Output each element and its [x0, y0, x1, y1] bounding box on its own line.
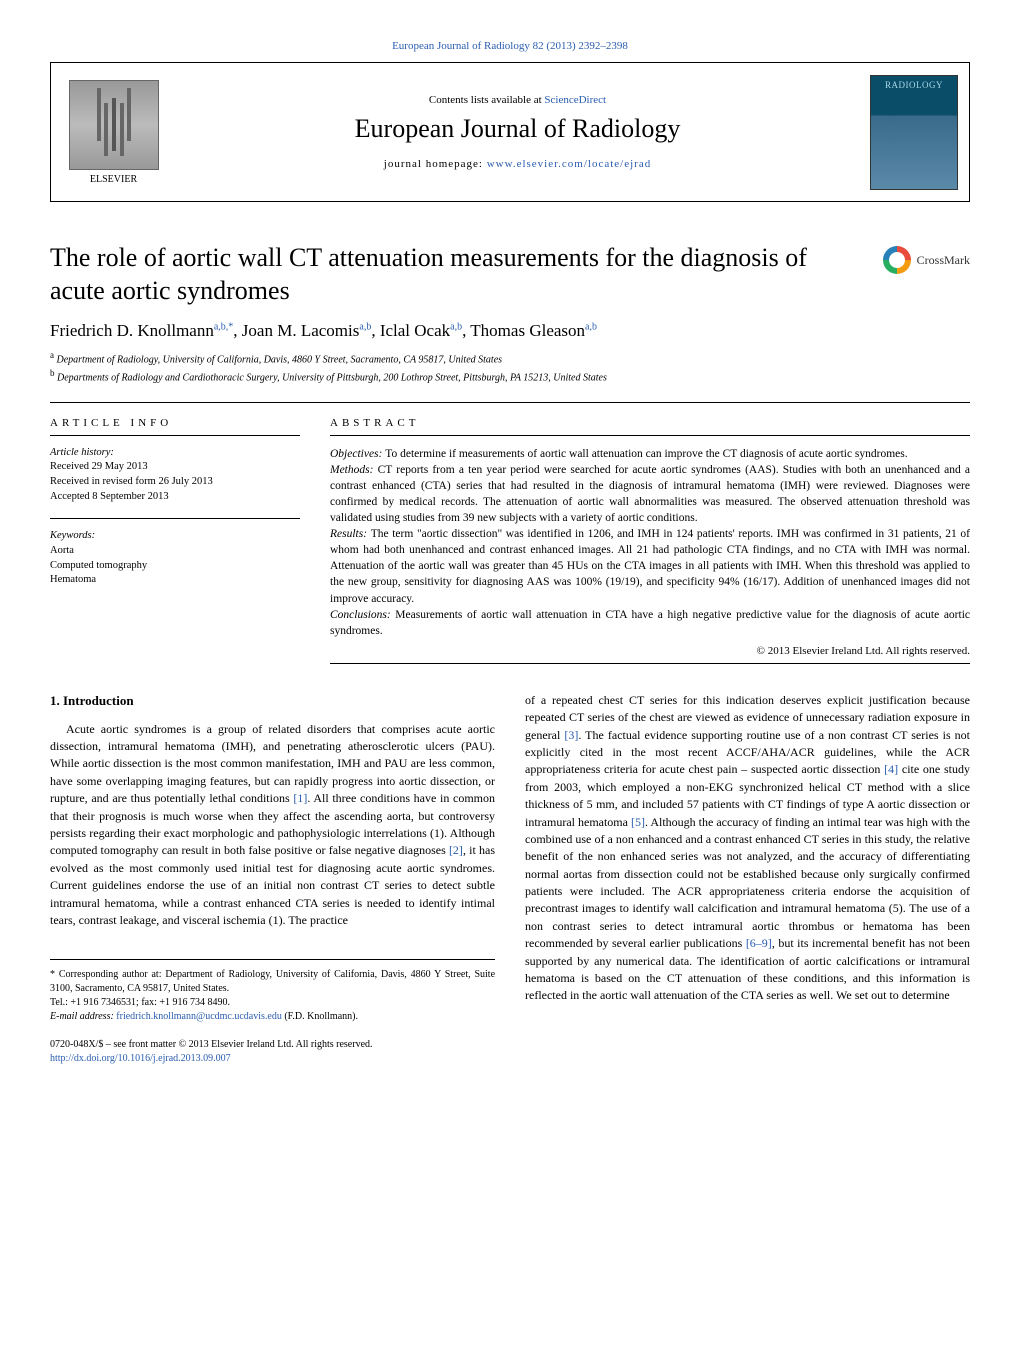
cover-thumb-cell: RADIOLOGY	[859, 63, 969, 201]
objectives-text: To determine if measurements of aortic w…	[385, 448, 907, 460]
corr-tel: Tel.: +1 916 7346531; fax: +1 916 734 84…	[50, 996, 495, 1010]
journal-homepage-line: journal homepage: www.elsevier.com/locat…	[384, 158, 651, 170]
body-col-right: of a repeated chest CT series for this i…	[525, 692, 970, 1067]
keywords-block: Keywords: Aorta Computed tomography Hema…	[50, 529, 300, 588]
info-abstract-row: ARTICLE INFO Article history: Received 2…	[50, 403, 970, 664]
author-1-sup[interactable]: a,b,*	[214, 321, 233, 332]
affiliation-a: a Department of Radiology, University of…	[50, 349, 970, 367]
methods-label: Methods:	[330, 464, 378, 476]
ref-6-9-link[interactable]: [6–9]	[746, 936, 772, 950]
footnotes: * Corresponding author at: Department of…	[50, 959, 495, 1024]
keywords-label: Keywords:	[50, 529, 300, 544]
abstract-text: Objectives: To determine if measurements…	[330, 446, 970, 639]
keyword-1: Aorta	[50, 544, 300, 559]
methods-text: CT reports from a ten year period were s…	[330, 464, 970, 524]
intro-para-right: of a repeated chest CT series for this i…	[525, 692, 970, 1005]
body-col-left: 1. Introduction Acute aortic syndromes i…	[50, 692, 495, 1067]
results-label: Results:	[330, 528, 371, 540]
author-3-sup[interactable]: a,b	[450, 321, 462, 332]
corr-star: *	[50, 969, 59, 980]
history-label: Article history:	[50, 446, 300, 461]
corr-email-line: E-mail address: friedrich.knollmann@ucdm…	[50, 1010, 495, 1024]
author-2-sup[interactable]: a,b	[359, 321, 371, 332]
section-1-heading: 1. Introduction	[50, 692, 495, 711]
ref-5-link[interactable]: [5]	[631, 815, 645, 829]
ref-1-link[interactable]: [1]	[293, 791, 307, 805]
homepage-prefix: journal homepage:	[384, 158, 487, 170]
ref-4-link[interactable]: [4]	[884, 762, 898, 776]
crossmark-badge[interactable]: CrossMark	[883, 246, 970, 274]
author-3: , Iclal Ocak	[371, 321, 450, 340]
elsevier-logo: ELSEVIER	[69, 80, 159, 185]
corr-email-link[interactable]: friedrich.knollmann@ucdmc.ucdavis.edu	[116, 1011, 282, 1022]
corr-text: Corresponding author at: Department of R…	[50, 969, 495, 994]
author-list: Friedrich D. Knollmanna,b,*, Joan M. Lac…	[50, 321, 970, 341]
author-4: , Thomas Gleason	[462, 321, 585, 340]
email-suffix: (F.D. Knollmann).	[282, 1011, 358, 1022]
top-reference-link[interactable]: European Journal of Radiology 82 (2013) …	[392, 40, 628, 52]
publisher-name: ELSEVIER	[69, 174, 159, 185]
ref-2-link[interactable]: [2]	[449, 843, 463, 857]
contents-prefix: Contents lists available at	[429, 94, 544, 106]
body-columns: 1. Introduction Acute aortic syndromes i…	[50, 692, 970, 1067]
article-history: Article history: Received 29 May 2013 Re…	[50, 446, 300, 505]
elsevier-tree-icon	[69, 80, 159, 170]
abstract-copyright: © 2013 Elsevier Ireland Ltd. All rights …	[330, 645, 970, 657]
info-sub-divider	[50, 518, 300, 519]
footer-meta: 0720-048X/$ – see front matter © 2013 El…	[50, 1038, 495, 1066]
received-date: Received 29 May 2013	[50, 460, 300, 475]
abstract-bottom-divider	[330, 663, 970, 664]
top-reference: European Journal of Radiology 82 (2013) …	[50, 40, 970, 52]
revised-date: Received in revised form 26 July 2013	[50, 475, 300, 490]
affil-a-text: Department of Radiology, University of C…	[54, 354, 502, 365]
crossmark-label: CrossMark	[917, 253, 970, 268]
paper-page: European Journal of Radiology 82 (2013) …	[0, 0, 1020, 1106]
article-title: The role of aortic wall CT attenuation m…	[50, 242, 863, 307]
affil-b-text: Departments of Radiology and Cardiothora…	[55, 373, 607, 384]
corresponding-author: * Corresponding author at: Department of…	[50, 968, 495, 996]
cover-title: RADIOLOGY	[871, 80, 957, 90]
sciencedirect-link[interactable]: ScienceDirect	[544, 94, 606, 106]
abstract-col: ABSTRACT Objectives: To determine if mea…	[330, 403, 970, 664]
keyword-2: Computed tomography	[50, 559, 300, 574]
doi-link[interactable]: http://dx.doi.org/10.1016/j.ejrad.2013.0…	[50, 1053, 231, 1064]
journal-homepage-link[interactable]: www.elsevier.com/locate/ejrad	[487, 158, 652, 170]
ref-3-link[interactable]: [3]	[564, 728, 578, 742]
journal-header-center: Contents lists available at ScienceDirec…	[176, 63, 859, 201]
title-row: The role of aortic wall CT attenuation m…	[50, 242, 970, 307]
publisher-logo-cell: ELSEVIER	[51, 63, 176, 201]
intro-para-left: Acute aortic syndromes is a group of rel…	[50, 721, 495, 930]
article-info-col: ARTICLE INFO Article history: Received 2…	[50, 403, 300, 664]
abstract-heading: ABSTRACT	[330, 417, 970, 436]
article-info-heading: ARTICLE INFO	[50, 417, 300, 436]
author-1: Friedrich D. Knollmann	[50, 321, 214, 340]
conclusions-text: Measurements of aortic wall attenuation …	[330, 609, 970, 637]
conclusions-label: Conclusions:	[330, 609, 395, 621]
footer-issn-line: 0720-048X/$ – see front matter © 2013 El…	[50, 1038, 495, 1052]
contents-available-line: Contents lists available at ScienceDirec…	[429, 94, 606, 106]
keyword-3: Hematoma	[50, 573, 300, 588]
affiliation-b: b Departments of Radiology and Cardiotho…	[50, 367, 970, 385]
objectives-label: Objectives:	[330, 448, 385, 460]
journal-cover-thumb: RADIOLOGY	[870, 75, 958, 190]
journal-name: European Journal of Radiology	[355, 114, 681, 144]
crossmark-icon	[883, 246, 911, 274]
affiliations: a Department of Radiology, University of…	[50, 349, 970, 386]
author-4-sup[interactable]: a,b	[585, 321, 597, 332]
author-2: , Joan M. Lacomis	[233, 321, 359, 340]
email-label: E-mail address:	[50, 1011, 116, 1022]
journal-header: ELSEVIER Contents lists available at Sci…	[50, 62, 970, 202]
accepted-date: Accepted 8 September 2013	[50, 490, 300, 505]
results-text: The term "aortic dissection" was identif…	[330, 528, 970, 604]
